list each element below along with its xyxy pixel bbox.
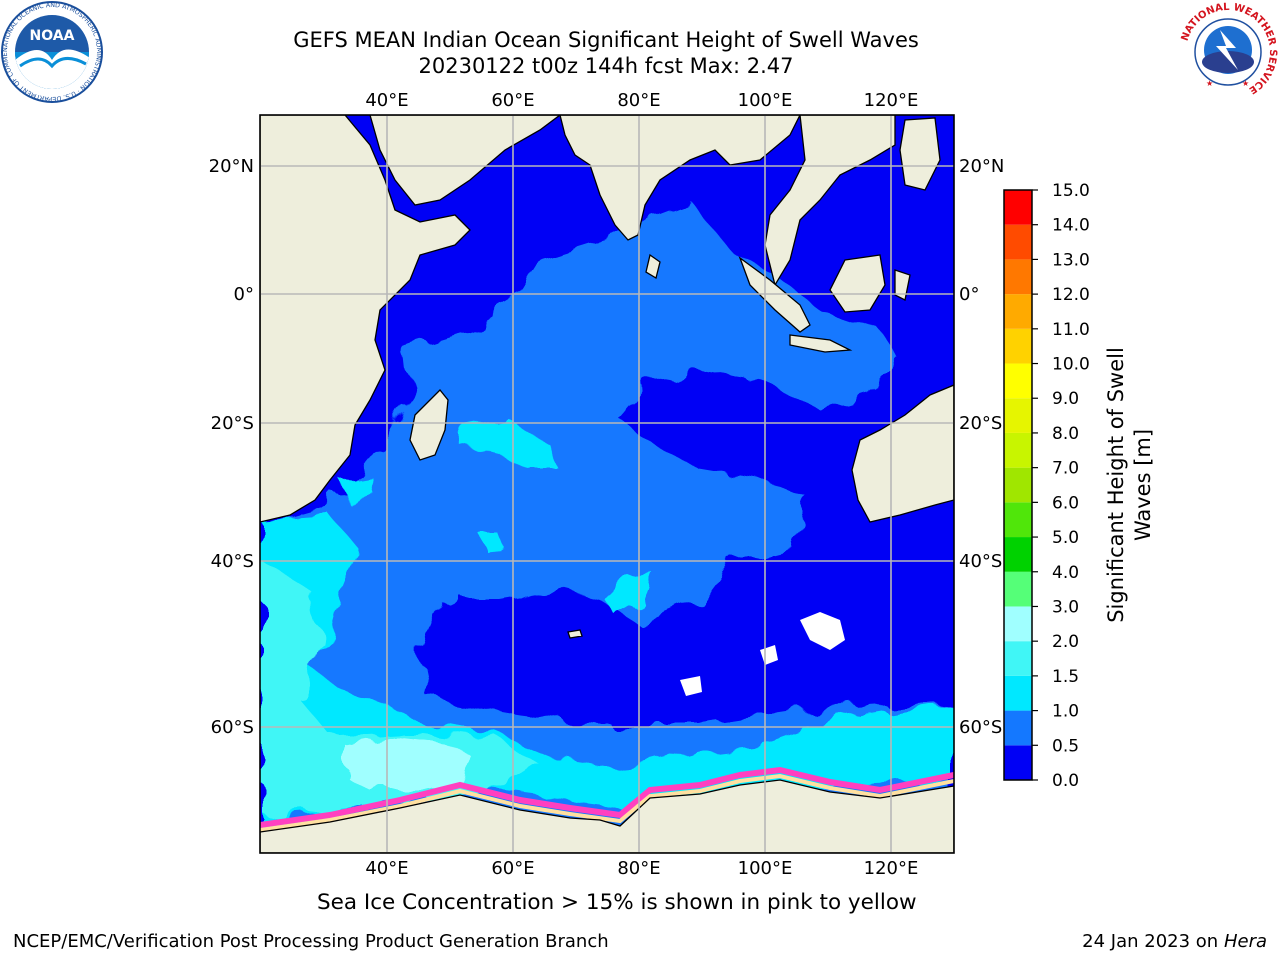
lon-label-bottom: 120°E	[864, 858, 919, 879]
lon-label-bottom: 100°E	[738, 858, 793, 879]
sea-ice-note: Sea Ice Concentration > 15% is shown in …	[317, 890, 917, 915]
swell-field-1m	[260, 200, 954, 853]
lon-label-bottom: 40°E	[365, 858, 408, 879]
swell-field-2m	[260, 560, 540, 815]
colorbar-bin	[1004, 502, 1032, 538]
footer-date: 24 Jan 2023 on Hera	[1082, 931, 1267, 952]
colorbar-tick-label: 7.0	[1052, 459, 1079, 479]
swell-blob-cyan	[340, 475, 375, 500]
land-australia	[851, 384, 954, 523]
land-africa	[260, 115, 471, 523]
colorbar-tick-label: 9.0	[1052, 389, 1079, 409]
lat-label-left: 40°S	[211, 551, 254, 572]
lat-label-left: 20°N	[209, 156, 254, 177]
land-sumatra	[738, 256, 811, 333]
colorbar-bin	[1004, 745, 1032, 780]
colorbar-tick-label: 5.0	[1052, 528, 1079, 548]
colorbar-tick-label: 6.0	[1052, 493, 1079, 513]
land-kerguelen	[567, 629, 583, 639]
colorbar-bin	[1004, 259, 1032, 295]
colorbar-tick-label: 0.5	[1052, 736, 1079, 756]
lon-label-bottom: 80°E	[617, 858, 660, 879]
colorbar-bin	[1004, 675, 1032, 711]
colorbar-frame	[1003, 189, 1033, 781]
noaa-logo: NATIONAL OCEANIC AND ATMOSPHERIC ADMINIS…	[0, 0, 103, 103]
lon-label-top: 100°E	[738, 90, 793, 111]
map-subtitle: 20230122 t00z 144h fcst Max: 2.47	[418, 54, 794, 78]
colorbar-bin	[1004, 537, 1032, 572]
colorbar-bin	[1004, 710, 1032, 746]
lat-label-left: 20°S	[211, 413, 254, 434]
colorbar-tick-label: 13.0	[1052, 250, 1090, 270]
land-antarctica	[260, 779, 954, 853]
colorbar-tick-label: 12.0	[1052, 285, 1090, 305]
lat-label-right: 0°	[959, 284, 979, 305]
colorbar-tick-label: 2.0	[1052, 632, 1079, 652]
land-india	[559, 115, 801, 241]
footer-credit: NCEP/EMC/Verification Post Processing Pr…	[13, 931, 609, 952]
lon-label-top: 120°E	[864, 90, 919, 111]
nws-logo: NATIONAL WEATHER SERVICE ★ ★	[1179, 2, 1278, 101]
colorbar-bin	[1004, 294, 1032, 329]
colorbar-tick-label: 10.0	[1052, 355, 1090, 375]
land-java	[789, 334, 853, 353]
colorbar-tick-label: 11.0	[1052, 320, 1090, 340]
land-philippines	[899, 117, 941, 191]
colorbar-tick-label: 14.0	[1052, 216, 1090, 236]
lat-label-right: 60°S	[959, 717, 1002, 738]
lon-label-top: 40°E	[365, 90, 408, 111]
colorbar-bin	[1004, 363, 1032, 399]
land-sri-lanka	[645, 253, 661, 280]
colorbar-tick-label: 4.0	[1052, 563, 1079, 583]
colorbar-bin	[1004, 606, 1032, 642]
lat-label-left: 60°S	[211, 717, 254, 738]
svg-text:★: ★	[1242, 79, 1249, 88]
sea-ice-edge	[260, 766, 954, 828]
footer-date-text: 24 Jan 2023 on	[1082, 931, 1224, 952]
land-sulawesi	[894, 269, 911, 301]
noaa-logo-text: NOAA	[30, 28, 75, 44]
colorbar-bin	[1004, 467, 1032, 503]
map-title: GEFS MEAN Indian Ocean Significant Heigh…	[293, 28, 919, 52]
colorbar: 0.0 0.5 1.0 1.5 2.0 3.0 4.0 5.0 6.0 7.0 8.0 9.0 10.0…	[1003, 181, 1090, 791]
colorbar-bin	[1004, 432, 1032, 468]
lon-label-top: 60°E	[491, 90, 534, 111]
svg-text:★: ★	[1206, 79, 1213, 88]
colorbar-bin	[1004, 328, 1032, 364]
land-madagascar	[409, 389, 449, 461]
swell-field-2_5m	[345, 735, 470, 790]
lat-label-right: 20°N	[959, 156, 1004, 177]
graticule	[260, 115, 954, 853]
sea-ice-edge-inner	[260, 773, 954, 832]
colorbar-label-line1: Significant Height of Swell	[1104, 347, 1128, 623]
footer-host: Hera	[1223, 931, 1267, 952]
colorbar-bin	[1004, 224, 1032, 260]
map-frame	[259, 114, 955, 854]
swell-blob-cyan	[480, 535, 505, 550]
no-data-patch	[680, 676, 702, 696]
colorbar-tick-label: 3.0	[1052, 597, 1079, 617]
colorbar-bin	[1004, 571, 1032, 607]
lat-label-right: 20°S	[959, 413, 1002, 434]
colorbar-label-line2: Waves [m]	[1131, 429, 1155, 541]
colorbar-bin	[1004, 190, 1032, 225]
no-data-patch	[800, 612, 845, 650]
lat-label-right: 40°S	[959, 551, 1002, 572]
lat-label-left: 0°	[234, 284, 254, 305]
colorbar-tick-label: 8.0	[1052, 424, 1079, 444]
land-borneo	[829, 254, 886, 313]
colorbar-bin	[1004, 398, 1032, 433]
colorbar-tick-label: 1.5	[1052, 667, 1079, 687]
colorbar-tick-label: 0.0	[1052, 771, 1079, 791]
lon-label-bottom: 60°E	[491, 858, 534, 879]
colorbar-tick-label: 15.0	[1052, 181, 1090, 201]
swell-blob-cyan	[455, 420, 560, 470]
lon-label-top: 80°E	[617, 90, 660, 111]
colorbar-bin	[1004, 641, 1032, 676]
colorbar-tick-label: 1.0	[1052, 702, 1079, 722]
